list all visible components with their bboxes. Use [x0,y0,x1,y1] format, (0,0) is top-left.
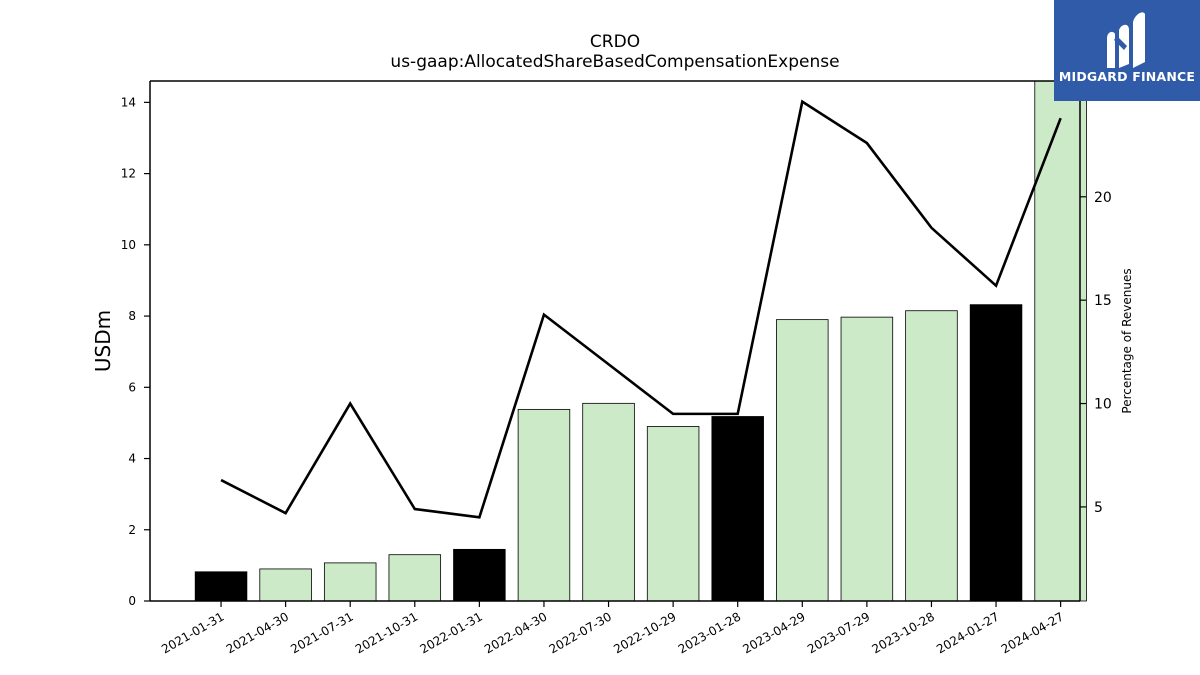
y-tick-label: 0 [128,594,136,608]
bar-2022-04-30 [517,408,571,602]
y2-tick-label: 20 [1094,190,1112,206]
bar-2024-01-27 [969,304,1023,602]
bar-2022-01-31 [453,548,506,602]
y2-tick-label: 10 [1094,397,1112,413]
y-tick-label: 10 [121,238,136,252]
y2-axis-label: Percentage of Revenues [1120,268,1134,413]
y2-tick-label: 5 [1094,500,1103,516]
percent-of-revenue-line [220,99,1062,519]
bar-2021-07-31 [323,562,377,602]
y2-tick-label: 15 [1094,293,1112,309]
x-tick-label: 2024-04-27 [999,609,1066,656]
bar-2023-07-29 [840,316,894,602]
y-tick-label: 8 [128,309,136,323]
y-tick-label: 12 [121,167,136,181]
bar-2022-10-29 [646,426,700,602]
midgard-logo-icon [1107,12,1145,68]
x-tick-label: 2021-01-31 [159,609,226,656]
midgard-logo: MIDGARD FINANCE [1054,0,1200,101]
bar-2023-01-28 [711,416,764,602]
x-tick-label: 2023-04-29 [740,609,807,656]
x-tick-label: 2022-01-31 [417,609,484,656]
bar-2021-10-31 [388,554,442,602]
y-tick-label: 4 [128,452,136,466]
x-tick-label: 2023-10-28 [870,609,937,656]
chart-title-ticker: CRDO [589,32,641,52]
x-tick-label: 2022-04-30 [482,609,549,656]
x-tick-label: 2021-04-30 [224,609,291,656]
y-tick-label: 6 [128,380,136,394]
y-tick-label: 14 [121,95,136,109]
bar-2024-04-27 [1034,80,1087,602]
x-tick-label: 2021-10-31 [353,609,420,656]
y-tick-label: 2 [128,523,136,537]
x-tick-label: 2021-07-31 [288,609,355,656]
chart-title-metric: us-gaap:AllocatedShareBasedCompensationE… [390,52,840,72]
x-tick-label: 2024-01-27 [934,609,1001,656]
bar-2023-10-28 [905,310,958,602]
y-axis-label: USDm [91,310,115,372]
bar-2021-04-30 [259,568,312,602]
x-tick-label: 2023-07-29 [805,609,872,656]
bar-2022-07-30 [582,402,635,602]
x-tick-label: 2022-07-30 [547,609,614,656]
bar-2023-04-29 [776,319,829,602]
logo-text: MIDGARD FINANCE [1058,69,1196,84]
x-tick-label: 2023-01-28 [676,609,743,656]
x-tick-label: 2022-10-29 [611,609,678,656]
bar-2021-01-31 [194,571,248,602]
